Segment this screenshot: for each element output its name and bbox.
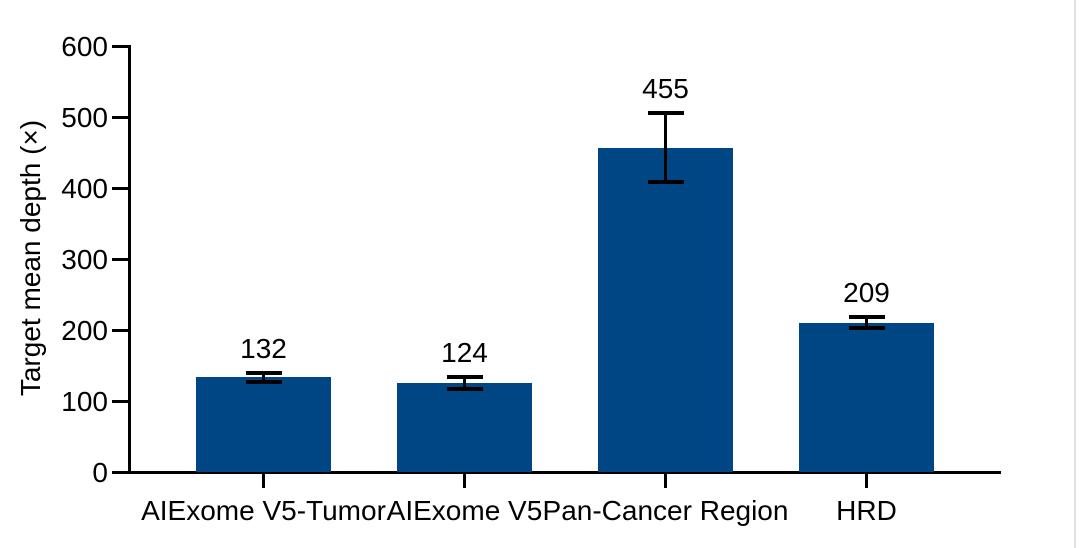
error-bar-stem	[463, 375, 466, 391]
y-tick-label: 600	[61, 30, 108, 62]
bar	[196, 377, 331, 472]
error-bar-stem	[664, 112, 667, 184]
value-label: 209	[843, 277, 890, 309]
bar	[397, 382, 532, 472]
y-tick-label: 0	[92, 456, 108, 488]
error-bar-cap-top	[245, 370, 282, 375]
value-label: 124	[441, 336, 488, 368]
panel-right-border	[1074, 0, 1076, 548]
x-axis-label: Pan-Cancer Region	[542, 495, 789, 526]
x-axis-label: HRD	[836, 495, 897, 526]
x-tick	[664, 474, 667, 488]
y-tick	[112, 258, 128, 261]
y-tick	[112, 471, 128, 474]
x-tick	[463, 474, 466, 488]
x-tick	[865, 474, 868, 488]
error-bar-cap-bottom	[647, 180, 684, 185]
error-bar-cap-top	[446, 374, 483, 379]
error-bar-stem	[262, 371, 265, 383]
y-tick	[112, 45, 128, 48]
y-tick-label: 500	[61, 101, 108, 133]
error-bar-cap-top	[848, 315, 885, 320]
y-tick	[112, 116, 128, 119]
y-tick-label: 100	[61, 385, 108, 417]
y-tick-label: 400	[61, 172, 108, 204]
y-tick	[112, 400, 128, 403]
error-bar-cap-bottom	[245, 379, 282, 384]
y-tick	[112, 187, 128, 190]
y-axis-line	[128, 45, 131, 474]
error-bar-cap-top	[647, 111, 684, 116]
bar	[598, 147, 733, 472]
x-axis-label: AIExome V5	[386, 495, 543, 526]
x-axis-label: AIExome V5-Tumor	[141, 495, 386, 526]
y-tick-label: 200	[61, 314, 108, 346]
value-label: 132	[240, 332, 287, 364]
x-axis-line	[128, 471, 1001, 474]
x-tick	[262, 474, 265, 488]
error-bar-cap-bottom	[446, 387, 483, 392]
y-tick-label: 300	[61, 243, 108, 275]
error-bar-cap-bottom	[848, 326, 885, 330]
error-bar-stem	[865, 316, 868, 329]
y-tick	[112, 329, 128, 332]
value-label: 455	[642, 73, 689, 105]
bar	[799, 322, 934, 472]
